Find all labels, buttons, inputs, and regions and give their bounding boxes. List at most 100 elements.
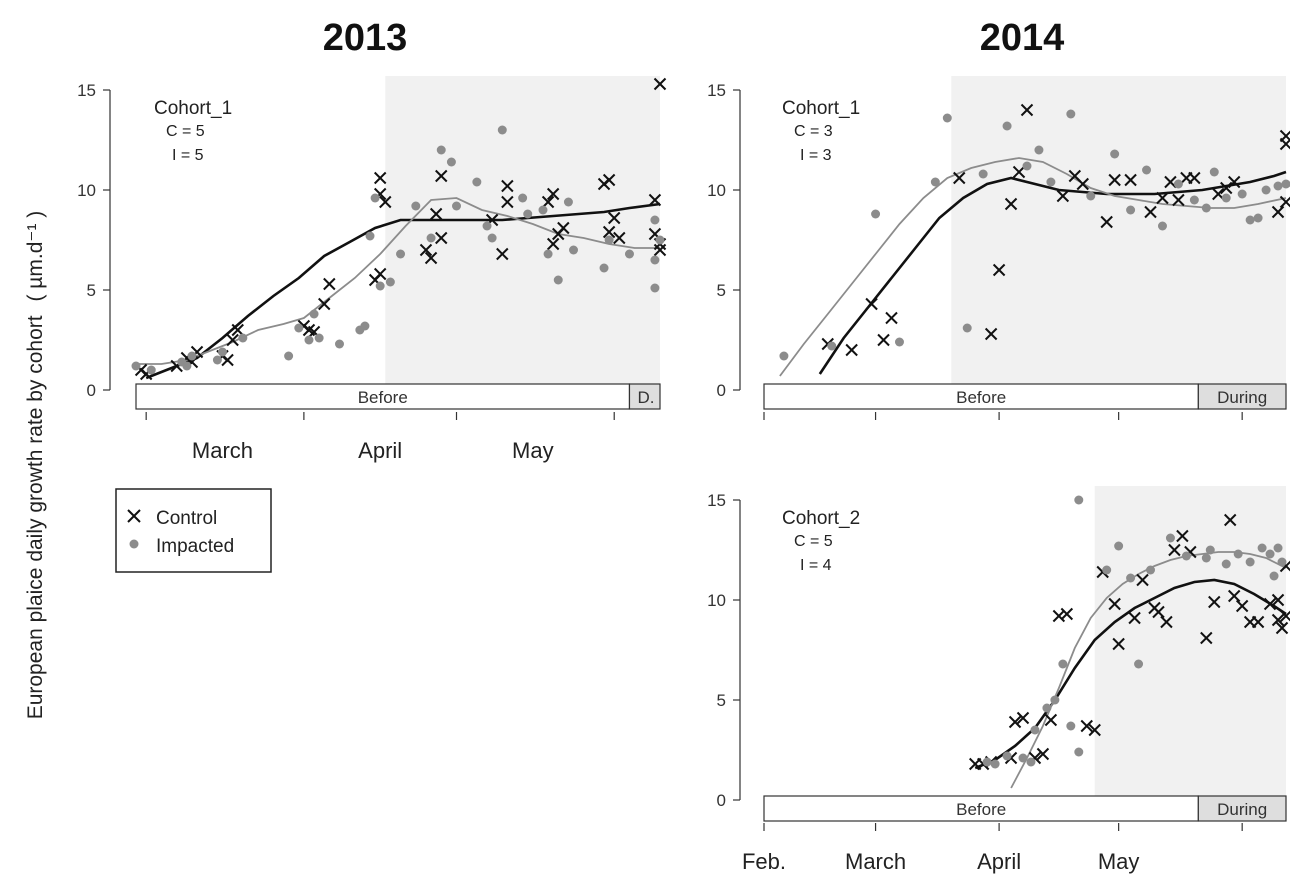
- impacted-point: [1157, 221, 1167, 231]
- control-point-stroke: [1088, 723, 1101, 737]
- control-point: [1008, 715, 1022, 729]
- control-point: [501, 179, 514, 193]
- impacted-point: [1181, 551, 1191, 561]
- fit-line-impacted: [779, 157, 1287, 377]
- control-point: [541, 195, 555, 209]
- series-impacted: [131, 125, 665, 375]
- period-label: During: [1217, 388, 1267, 407]
- impacted-point: [187, 351, 197, 361]
- impacted-point: [217, 347, 227, 357]
- control-point: [318, 297, 331, 311]
- cohort-count: C = 5: [166, 123, 205, 140]
- impacted-point: [1233, 549, 1243, 559]
- control-point: [1152, 605, 1165, 619]
- impacted-point: [294, 323, 304, 333]
- control-point: [1188, 171, 1201, 185]
- control-point-stroke: [1108, 597, 1121, 611]
- control-point: [648, 193, 662, 207]
- control-point-stroke: [845, 343, 858, 357]
- impacted-point: [1273, 181, 1283, 191]
- impacted-point: [396, 249, 406, 259]
- impacted-point: [655, 235, 665, 245]
- cohort-count: C = 3: [794, 123, 833, 140]
- impacted-point: [1114, 541, 1124, 551]
- y-tick-label: 0: [717, 381, 726, 400]
- period-label: Before: [358, 388, 408, 407]
- impacted-point: [1221, 193, 1231, 203]
- legend-control-label: Control: [156, 508, 217, 529]
- period-label: D.: [637, 388, 654, 407]
- impacted-point: [523, 209, 533, 219]
- period-label: Before: [956, 800, 1006, 819]
- control-point: [1271, 205, 1285, 219]
- control-point: [1271, 613, 1285, 627]
- impacted-point: [1201, 553, 1211, 563]
- impacted-point: [411, 201, 421, 211]
- impacted-point: [1201, 203, 1211, 213]
- y-tick-label: 0: [717, 791, 726, 810]
- control-point-stroke: [1188, 171, 1201, 185]
- impacted-point: [543, 249, 553, 259]
- control-point-stroke: [1224, 513, 1237, 527]
- impacted-point: [487, 233, 497, 243]
- control-point: [435, 169, 448, 183]
- y-tick-label: 0: [87, 381, 96, 400]
- control-point-stroke: [1275, 621, 1289, 635]
- period-bar-segment: [135, 383, 631, 410]
- cohort-count: C = 5: [794, 533, 833, 550]
- control-point: [1208, 595, 1221, 609]
- control-point-stroke: [1124, 173, 1137, 187]
- y-tick-label: 15: [77, 81, 96, 100]
- control-point: [1144, 205, 1157, 219]
- control-point-stroke: [501, 195, 514, 209]
- control-point-stroke: [953, 171, 966, 185]
- impacted-point: [1245, 215, 1255, 225]
- y-axis-title-main: European plaice daily growth rate by coh…: [24, 315, 47, 719]
- impacted-point: [1110, 149, 1120, 159]
- impacted-point: [360, 321, 370, 331]
- control-point-stroke: [653, 243, 667, 257]
- impacted-point: [650, 215, 660, 225]
- control-point-stroke: [1076, 177, 1089, 191]
- control-point-stroke: [1068, 169, 1082, 183]
- impacted-point: [894, 337, 904, 347]
- x-axis: Feb. March April May: [742, 823, 1243, 874]
- control-point: [1012, 165, 1026, 179]
- control-point-stroke: [1227, 175, 1241, 189]
- cohort-label: Cohort_1: [782, 98, 860, 119]
- control-point: [1108, 173, 1121, 187]
- impacted-point: [131, 361, 141, 371]
- cohort-annotation: Cohort_1 C = 5 I = 5: [154, 98, 232, 164]
- control-point: [557, 221, 570, 235]
- control-point: [1224, 513, 1237, 527]
- control-point-stroke: [1271, 593, 1285, 607]
- impacted-point: [1257, 543, 1267, 553]
- impacted-point: [426, 233, 436, 243]
- control-point: [1088, 723, 1101, 737]
- control-point-stroke: [1044, 713, 1058, 727]
- control-point-stroke: [1112, 637, 1125, 651]
- control-point: [1004, 197, 1018, 211]
- control-point-stroke: [648, 193, 662, 207]
- series-control: [134, 77, 667, 381]
- impacted-point: [982, 757, 992, 767]
- impacted-point: [1074, 495, 1084, 505]
- impacted-point: [650, 255, 660, 265]
- impacted-point: [497, 125, 507, 135]
- control-point: [1080, 719, 1093, 733]
- y-tick-label: 15: [707, 81, 726, 100]
- y-tick-label: 10: [707, 591, 726, 610]
- cohort-label: Cohort_1: [154, 98, 232, 119]
- control-point-stroke: [1271, 205, 1285, 219]
- control-point-stroke: [1251, 615, 1265, 629]
- impacted-point: [599, 263, 609, 273]
- control-point-stroke: [373, 267, 387, 281]
- impacted-point: [563, 197, 573, 207]
- x-tick-label: May: [512, 438, 554, 463]
- impacted-point: [1146, 565, 1156, 575]
- legend-control-marker-icon: [127, 509, 141, 523]
- control-point: [1263, 597, 1277, 611]
- control-point-stroke: [1144, 205, 1157, 219]
- y-axis-title: European plaice daily growth rate by coh…: [24, 211, 47, 720]
